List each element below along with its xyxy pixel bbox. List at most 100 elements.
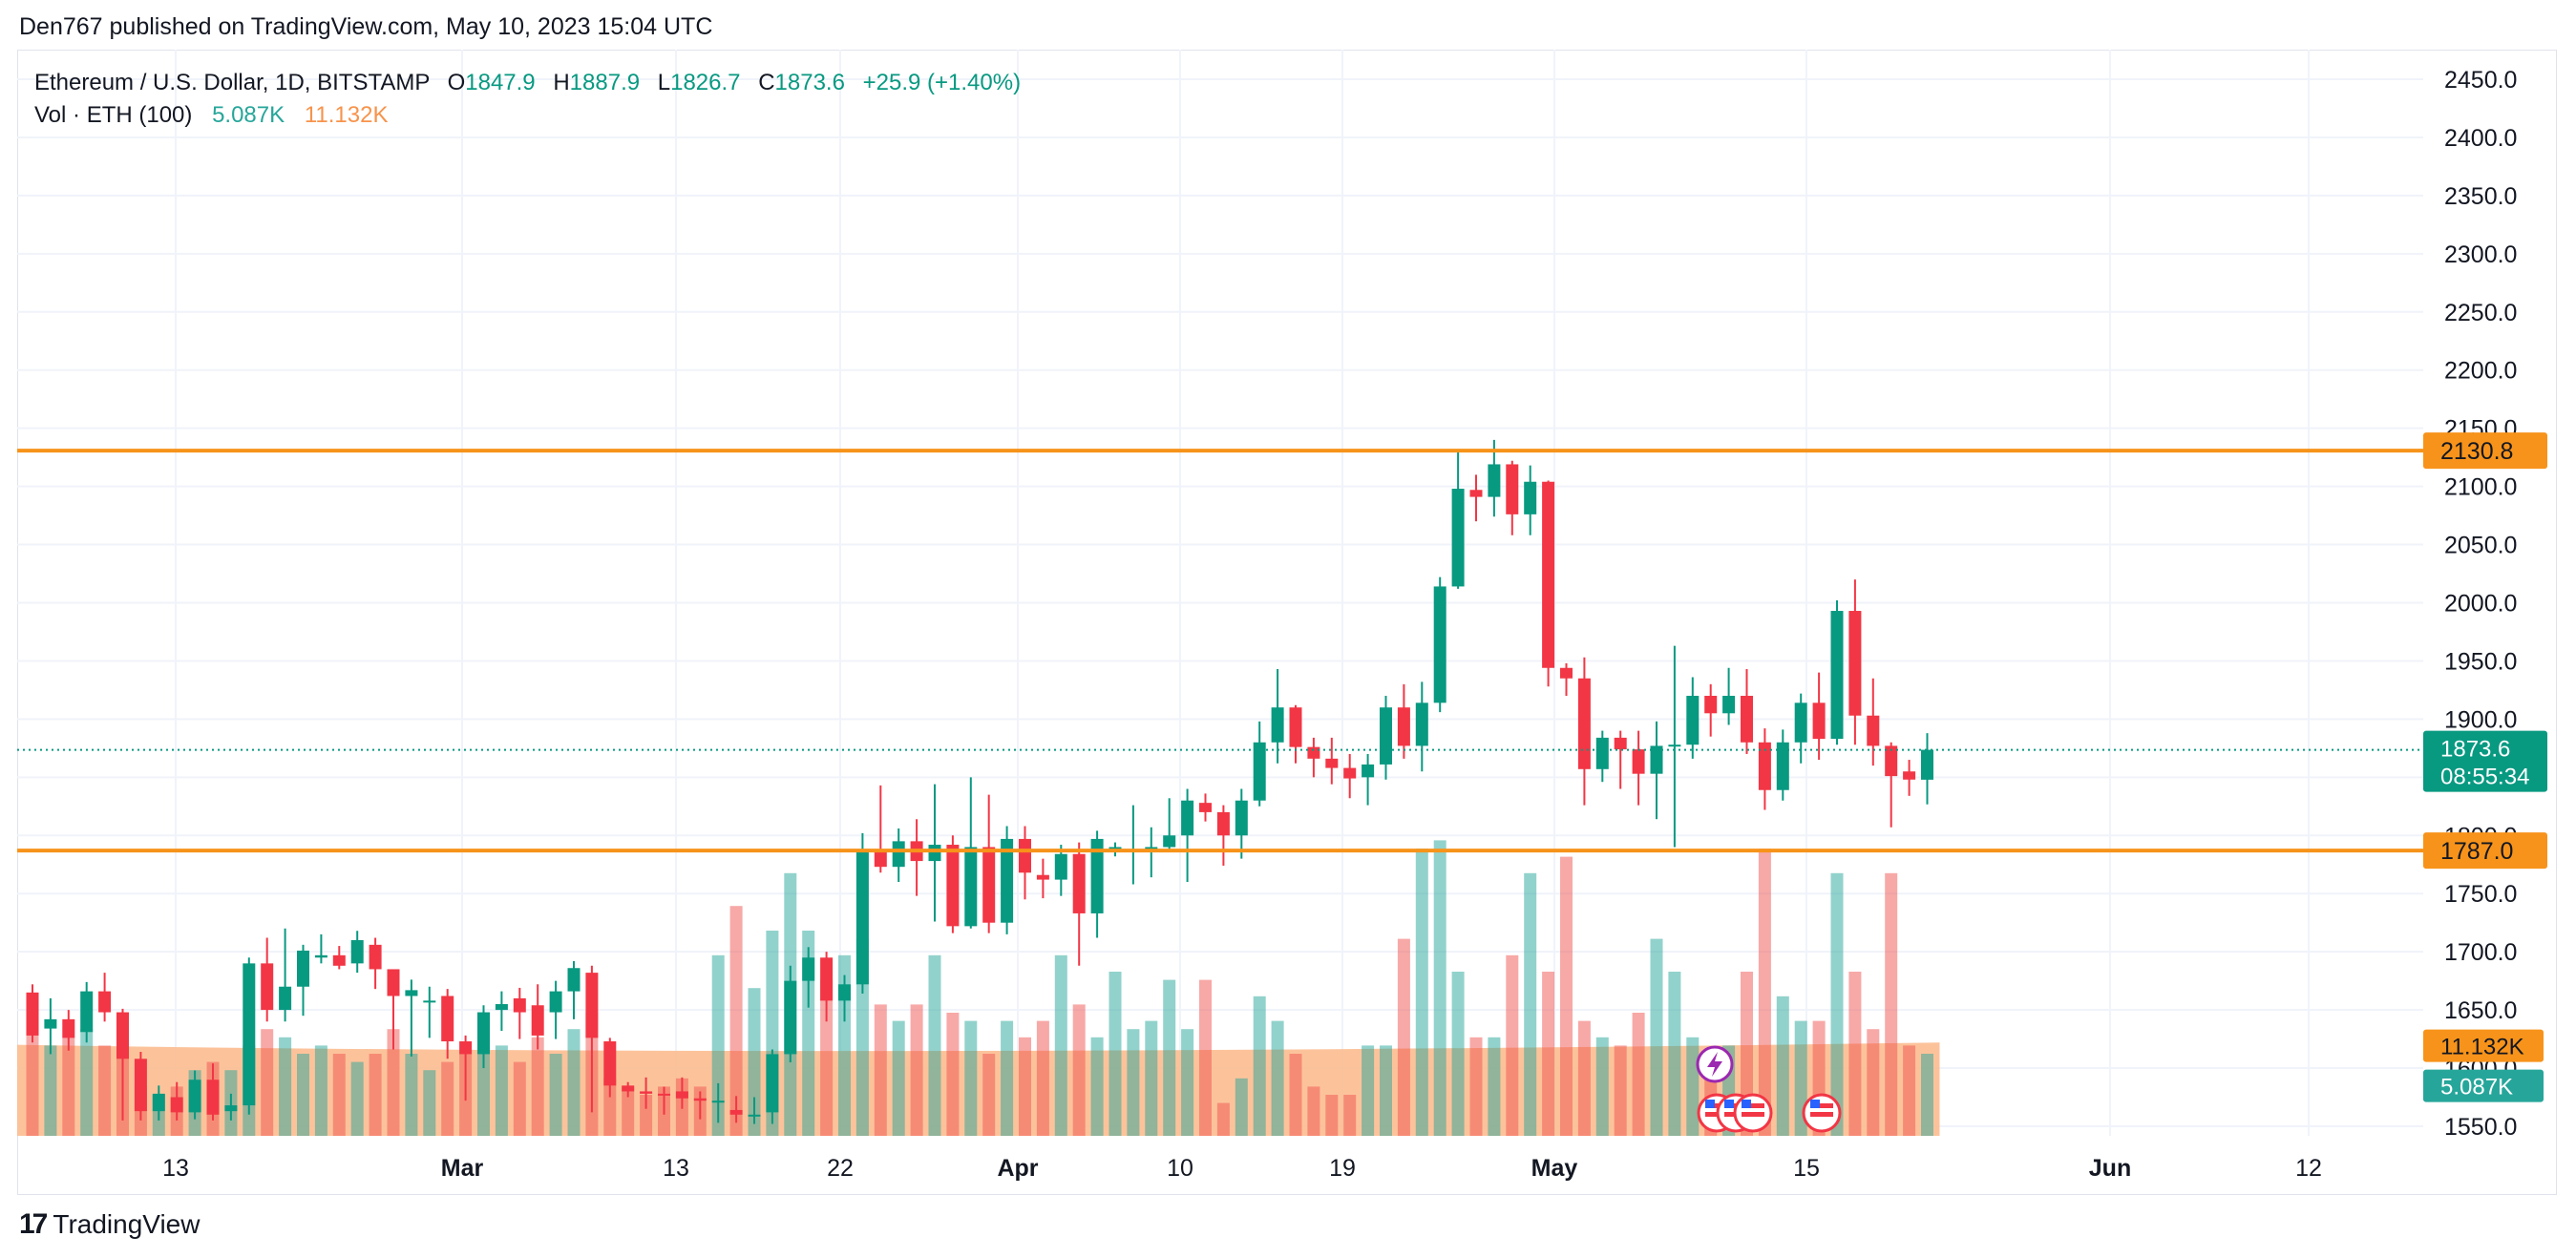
candle-body	[80, 991, 94, 1033]
candle-body	[1216, 811, 1230, 836]
volume-value: 5.087K	[212, 102, 285, 128]
volume-bar	[1127, 1029, 1140, 1136]
volume-bar	[513, 1061, 526, 1136]
candle-body	[513, 997, 526, 1013]
current-price-badge	[2423, 730, 2547, 792]
candle-body	[1072, 853, 1086, 913]
volume-current-badge	[2423, 1069, 2544, 1102]
volume-bar	[982, 1054, 996, 1136]
candle-body	[62, 1018, 75, 1038]
candle-body	[1343, 767, 1357, 779]
candle-body	[1812, 702, 1826, 740]
y-tick-label: 2300.0	[2444, 241, 2517, 268]
y-tick-label: 1700.0	[2444, 939, 2517, 966]
volume-bar	[1145, 1020, 1158, 1136]
y-tick-label: 2050.0	[2444, 533, 2517, 559]
change-value: +25.9 (+1.40%)	[862, 70, 1022, 95]
candle-body	[729, 1109, 743, 1115]
lightning-glyph	[1707, 1052, 1722, 1077]
candle-body	[1451, 489, 1465, 587]
candle-body	[44, 1018, 57, 1029]
candle-body	[495, 1004, 508, 1011]
candle-body	[784, 980, 797, 1055]
candle-body	[766, 1054, 779, 1113]
candle-body	[1054, 853, 1067, 880]
candle-body	[314, 954, 327, 958]
y-tick-label: 2250.0	[2444, 300, 2517, 326]
candle-body	[892, 841, 905, 868]
x-tick-label: 22	[827, 1155, 854, 1182]
candle-body	[693, 1098, 707, 1101]
candle-body	[1019, 838, 1031, 873]
candle-body	[134, 1059, 147, 1112]
candle-body	[243, 963, 256, 1106]
price-legend-row: Ethereum / U.S. Dollar, 1D, BITSTAMP O18…	[34, 67, 1021, 99]
volume-bar	[928, 954, 941, 1136]
candle-body	[1001, 838, 1014, 923]
volume-legend-row: Vol · ETH (100) 5.087K 11.132K	[34, 99, 1021, 132]
volume-bar	[1019, 1037, 1031, 1136]
volume-bar	[1072, 1004, 1086, 1136]
volume-ma-value: 11.132K	[304, 102, 389, 128]
volume-bar	[1325, 1095, 1339, 1136]
volume-bar	[261, 1029, 274, 1136]
candle-body	[567, 968, 581, 992]
attribution: Den767 published on TradingView.com, May…	[19, 13, 713, 40]
volume-bar	[1614, 1045, 1627, 1136]
volume-bar	[1433, 840, 1446, 1136]
candle-body	[188, 1080, 201, 1113]
volume-bar	[802, 931, 815, 1136]
candle-body	[1415, 702, 1428, 746]
volume-bar	[1885, 872, 1898, 1136]
close-label: C	[758, 70, 775, 95]
tradingview-brand[interactable]: 17 TradingView	[19, 1208, 200, 1241]
volume-bar	[1560, 856, 1573, 1136]
volume-bar	[1776, 996, 1789, 1136]
flag-canton	[1724, 1100, 1734, 1108]
candle-body	[1704, 696, 1718, 714]
candle-body	[1109, 847, 1122, 849]
candle-body	[1271, 707, 1284, 743]
volume-ma-label: 11.132K	[2440, 1035, 2524, 1060]
symbol-title[interactable]: Ethereum / U.S. Dollar, 1D, BITSTAMP	[34, 70, 430, 95]
volume-title[interactable]: Vol · ETH (100)	[34, 102, 193, 128]
candle-body	[441, 996, 454, 1042]
candle-body	[1181, 800, 1194, 836]
volume-bar	[549, 1054, 562, 1136]
candle-body	[1469, 490, 1483, 497]
candle-body	[1741, 696, 1753, 743]
volume-bar	[1524, 872, 1537, 1136]
candle-body	[1289, 707, 1302, 747]
flag-stripe	[1810, 1103, 1833, 1108]
volume-current-label: 5.087K	[2440, 1075, 2513, 1101]
candle-body	[802, 957, 815, 981]
volume-bar	[405, 1054, 418, 1136]
volume-bar	[332, 1054, 346, 1136]
candle-body	[874, 849, 887, 868]
event-markers	[1696, 1045, 1842, 1133]
volume-bar	[874, 1004, 887, 1136]
candle-body	[459, 1041, 473, 1055]
current-price-label: 1873.6	[2440, 737, 2510, 763]
candle-body	[1325, 758, 1339, 768]
candle-body	[332, 954, 346, 966]
candle-body	[1524, 481, 1537, 514]
flag-canton	[1810, 1100, 1820, 1108]
candle-body	[1542, 481, 1555, 668]
candle-body	[1722, 696, 1736, 714]
candle-body	[1903, 771, 1916, 780]
x-tick-label: 10	[1167, 1155, 1193, 1182]
y-tick-label: 2100.0	[2444, 474, 2517, 501]
support-price-badge	[2423, 832, 2547, 870]
volume-bar	[62, 1037, 75, 1136]
open-value: 1847.9	[465, 70, 536, 95]
volume-bar	[820, 979, 834, 1136]
candle-body	[838, 984, 851, 1001]
resistance-price-label: 2130.8	[2440, 438, 2513, 465]
volume-bar	[441, 1061, 454, 1136]
volume-bar	[603, 1078, 617, 1136]
candle-body	[1577, 678, 1591, 769]
volume-bar	[44, 1045, 57, 1136]
resistance-price-badge	[2423, 432, 2547, 470]
